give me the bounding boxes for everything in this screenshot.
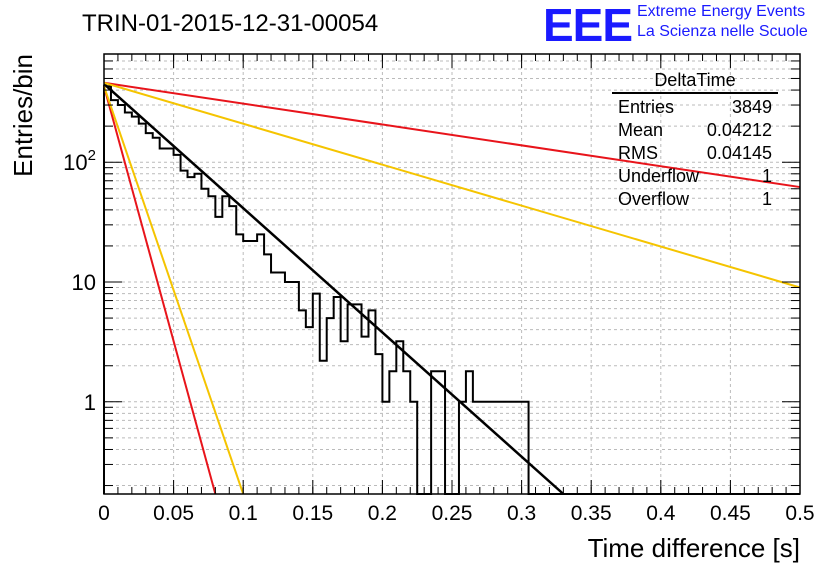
stats-label: Underflow <box>618 166 700 186</box>
plot-title: TRIN-01-2015-12-31-00054 <box>82 10 379 37</box>
fit-curve <box>103 85 245 495</box>
grid <box>104 53 800 494</box>
x-tick-label: 0.5 <box>785 502 814 525</box>
x-tick-label: 0.4 <box>646 502 676 525</box>
fit-curve <box>103 86 217 495</box>
fit-curve <box>103 81 801 289</box>
eee-logo: EEE <box>543 0 633 51</box>
y-tick-label: 102 <box>63 147 96 175</box>
y-axis-label: Entries/bin <box>8 54 38 177</box>
stats-row-overflow: Overflow 1 <box>612 188 778 211</box>
stats-box: DeltaTime Entries 3849 Mean 0.04212 RMS … <box>612 70 778 211</box>
y-tick-label: 1 <box>84 390 96 415</box>
fit-curve <box>103 83 565 495</box>
stats-row-underflow: Underflow 1 <box>612 165 778 188</box>
stats-value: 0.04145 <box>706 143 772 163</box>
x-tick-label: 0.05 <box>153 502 194 525</box>
stats-label: Overflow <box>618 189 690 209</box>
tick-labels: 0 0.05 0.1 0.15 0.2 0.25 0.3 0.35 0.4 0.45 0.5 1 10 1… <box>63 147 814 525</box>
fit-curve <box>103 81 801 189</box>
stats-title: DeltaTime <box>612 70 778 94</box>
stats-value: 1 <box>761 166 772 186</box>
stats-value: 3849 <box>731 97 772 117</box>
y-tick-label: 10 <box>72 270 96 295</box>
axis-ticks <box>103 53 801 494</box>
x-axis-label: Time difference [s] <box>588 533 800 563</box>
logo-subtitle-1: Extreme Energy Events <box>637 3 806 20</box>
stats-row-rms: RMS 0.04145 <box>612 142 778 165</box>
x-tick-label: 0.3 <box>507 502 536 525</box>
stats-label: Entries <box>618 97 675 117</box>
x-tick-label: 0 <box>98 502 110 525</box>
stats-label: Mean <box>618 120 664 140</box>
logo-subtitle-2: La Scienza nelle Scuole <box>637 23 808 40</box>
x-tick-label: 0.25 <box>432 502 473 525</box>
x-tick-label: 0.2 <box>368 502 397 525</box>
stats-row-entries: Entries 3849 <box>612 96 778 119</box>
stats-value: 1 <box>761 189 772 209</box>
x-tick-label: 0.45 <box>710 502 751 525</box>
x-tick-label: 0.1 <box>229 502 258 525</box>
fit-curves <box>103 81 801 495</box>
x-tick-label: 0.15 <box>292 502 333 525</box>
stats-label: RMS <box>618 143 658 163</box>
stats-row-mean: Mean 0.04212 <box>612 119 778 142</box>
stats-value: 0.04212 <box>706 120 772 140</box>
x-tick-label: 0.35 <box>571 502 612 525</box>
